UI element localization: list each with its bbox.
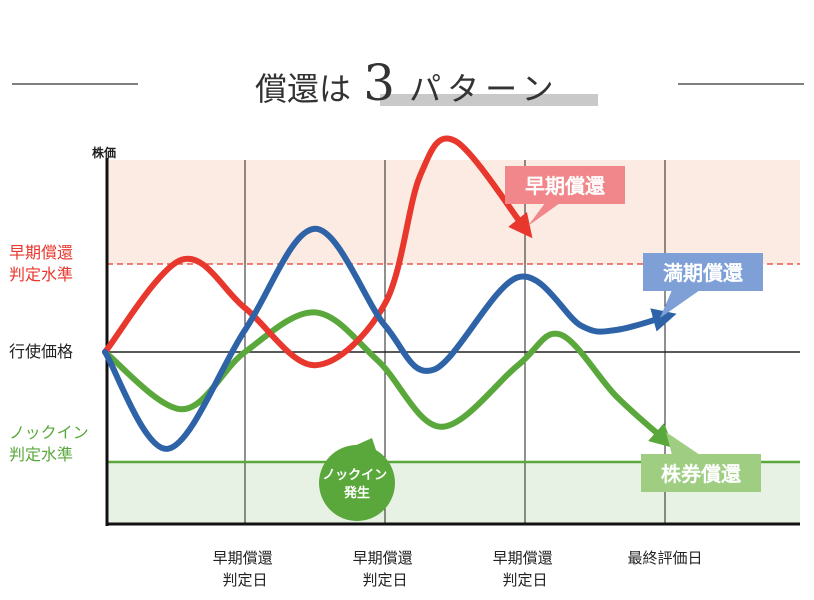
callout-stock-box	[641, 454, 761, 492]
callout-stock-text: 株券償還	[661, 462, 742, 486]
x-tick-label-early-3: 早期償還 判定日	[493, 549, 558, 589]
x-tick-label-early-2: 早期償還 判定日	[353, 549, 418, 589]
callout-stock-redemption: 株券償還	[641, 432, 761, 492]
early-redemption-level-label: 早期償還 判定水準	[9, 243, 78, 284]
callout-maturity-tail	[660, 290, 700, 318]
callout-early-redemption: 早期償還	[505, 166, 625, 226]
callout-maturity-redemption: 満期償還	[643, 253, 763, 318]
page-title: 償還は 3 パターン	[255, 54, 560, 112]
callout-knock-in: ノックイン 発生	[319, 438, 395, 521]
callout-maturity-box	[643, 253, 763, 291]
series-line-early-redemption	[102, 135, 533, 369]
x-tick-label-early-1: 早期償還 判定日	[213, 549, 278, 589]
callout-early-text: 早期償還	[525, 174, 606, 198]
title-underline-highlight	[380, 94, 598, 106]
page-header: 償還は 3 パターン	[12, 54, 804, 112]
title-number: 3	[363, 54, 395, 112]
callout-early-box	[505, 166, 625, 204]
early-redemption-zone	[107, 160, 800, 264]
callout-knockin-text: ノックイン 発生	[322, 468, 391, 501]
x-tick-label-final: 最終評価日	[627, 549, 702, 567]
callout-knockin-circle	[319, 445, 395, 521]
y-axis-label: 株価	[92, 145, 116, 160]
strike-price-label: 行使価格	[9, 342, 73, 361]
callout-stock-tail	[666, 432, 700, 455]
title-prefix: 償還は	[255, 70, 351, 108]
callout-maturity-text: 満期償還	[663, 261, 744, 285]
title-suffix: パターン	[409, 70, 559, 108]
knock-in-level-label: ノックイン 判定水準	[9, 423, 94, 464]
series-line-maturity-redemption	[102, 225, 677, 452]
callout-early-tail	[528, 203, 560, 226]
